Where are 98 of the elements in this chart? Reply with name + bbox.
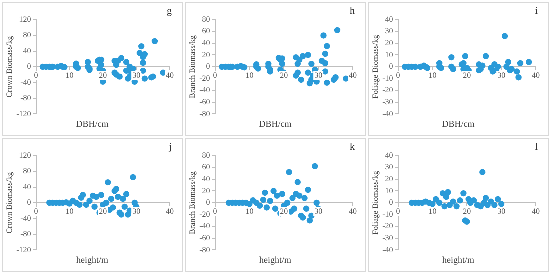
y-tick-label: 40 xyxy=(385,14,394,24)
x-tick-label: 20 xyxy=(463,71,472,80)
y-axis-title: Branch Biomass/kg xyxy=(188,36,197,98)
x-tick-label: 40 xyxy=(532,71,540,80)
y-tick-label: -20 xyxy=(200,210,210,219)
y-tick-label: 10 xyxy=(385,50,394,60)
y-tick-label: 20 xyxy=(202,50,210,60)
y-tick-label: -60 xyxy=(200,97,210,106)
x-tick-label: 10 xyxy=(66,207,74,216)
y-tick-label: -20 xyxy=(200,74,210,83)
y-tick-label: 0 xyxy=(389,198,394,208)
x-axis-title: DBH/cm xyxy=(75,119,110,129)
y-tick-label: -80 xyxy=(200,245,210,254)
x-axis-title: DBH/cm xyxy=(441,119,476,129)
x-tick-label: 20 xyxy=(280,71,288,80)
x-tick-label: 20 xyxy=(463,207,472,216)
y-tick-label: 0 xyxy=(27,62,32,72)
y-tick-label: -40 xyxy=(20,214,32,223)
y-axis-title: Foliage Biomass/kg xyxy=(370,171,380,235)
x-tick-label: 30 xyxy=(498,71,506,80)
y-tick-label: -40 xyxy=(200,86,210,95)
x-tick-label: 0 xyxy=(396,71,400,80)
y-tick-label: 60 xyxy=(202,26,210,36)
y-axis-title: Crown Biomass/kg xyxy=(4,172,14,234)
y-tick-label: 80 xyxy=(202,14,210,24)
y-tick-label: -30 xyxy=(382,233,394,242)
y-tick-label: 40 xyxy=(385,150,394,160)
y-tick-label: 80 xyxy=(23,166,32,176)
y-tick-label: 20 xyxy=(385,38,394,48)
y-axis-title: Crown Biomass/kg xyxy=(4,36,14,98)
y-tick-label: -80 xyxy=(200,109,210,118)
x-tick-label: 10 xyxy=(246,207,254,216)
chart-title: h xyxy=(350,6,355,17)
y-tick-label: -40 xyxy=(382,245,394,254)
y-tick-label: 0 xyxy=(389,62,394,72)
x-tick-label: 10 xyxy=(66,71,74,80)
x-axis-title: height/m xyxy=(442,255,476,265)
x-axis-title: DBH/cm xyxy=(258,119,293,129)
chart-title: k xyxy=(350,142,355,153)
x-tick-label: 0 xyxy=(34,71,38,80)
y-tick-label: 120 xyxy=(19,14,32,24)
x-axis-title: height/m xyxy=(258,255,292,265)
y-tick-label: 80 xyxy=(202,150,210,160)
y-tick-label: -120 xyxy=(16,109,32,118)
x-tick-label: 0 xyxy=(213,207,218,216)
y-axis-title: Branch Biomass/kg xyxy=(188,172,197,234)
y-tick-label: -80 xyxy=(20,230,32,239)
y-tick-label: 10 xyxy=(385,186,394,196)
y-tick-label: 40 xyxy=(202,38,210,48)
y-tick-label: 80 xyxy=(23,30,32,40)
chart-title: g xyxy=(167,6,172,17)
x-tick-label: 0 xyxy=(213,71,218,80)
chart-title: i xyxy=(535,6,538,17)
chart-title: j xyxy=(169,142,172,153)
x-tick-label: 30 xyxy=(498,207,506,216)
y-tick-label: -10 xyxy=(382,210,394,219)
y-tick-label: 0 xyxy=(27,198,32,208)
y-tick-label: 60 xyxy=(202,162,210,172)
x-tick-label: 10 xyxy=(428,71,437,80)
x-tick-label: 40 xyxy=(349,71,357,80)
y-tick-label: 0 xyxy=(206,198,210,208)
x-tick-label: 0 xyxy=(396,207,400,216)
x-axis-title: height/m xyxy=(76,255,110,265)
x-tick-label: 40 xyxy=(166,71,174,80)
x-tick-label: 20 xyxy=(280,207,288,216)
y-tick-label: -60 xyxy=(200,233,210,242)
y-tick-label: -30 xyxy=(382,97,394,106)
y-axis-title: Foliage Biomass/kg xyxy=(370,35,380,99)
y-tick-label: 20 xyxy=(202,186,210,196)
y-tick-label: -120 xyxy=(16,245,32,254)
y-tick-label: 120 xyxy=(19,150,32,160)
y-tick-label: 40 xyxy=(23,182,32,192)
x-tick-label: 40 xyxy=(166,207,174,216)
y-tick-label: 0 xyxy=(206,62,210,72)
y-tick-label: 40 xyxy=(202,174,210,184)
x-tick-label: 0 xyxy=(34,207,38,216)
x-tick-label: 20 xyxy=(99,207,108,216)
y-tick-label: -10 xyxy=(382,74,394,83)
x-tick-label: 40 xyxy=(532,207,540,216)
y-tick-label: 40 xyxy=(23,46,32,56)
x-tick-label: 30 xyxy=(132,71,141,80)
x-tick-label: 30 xyxy=(132,207,141,216)
y-tick-label: -40 xyxy=(20,78,32,87)
y-tick-label: 30 xyxy=(385,26,394,36)
x-tick-label: 10 xyxy=(246,71,254,80)
x-tick-label: 30 xyxy=(314,71,323,80)
y-tick-label: 30 xyxy=(385,162,394,172)
y-tick-label: -40 xyxy=(200,222,210,231)
y-tick-label: -80 xyxy=(20,94,32,103)
y-tick-label: -20 xyxy=(382,222,394,231)
chart-title: l xyxy=(535,142,538,153)
y-tick-label: 20 xyxy=(385,174,394,184)
y-tick-label: -40 xyxy=(382,109,394,118)
x-tick-label: 10 xyxy=(428,207,437,216)
x-tick-label: 40 xyxy=(349,207,357,216)
x-tick-label: 30 xyxy=(314,207,323,216)
x-tick-label: 20 xyxy=(99,71,108,80)
y-tick-label: -20 xyxy=(382,86,394,95)
